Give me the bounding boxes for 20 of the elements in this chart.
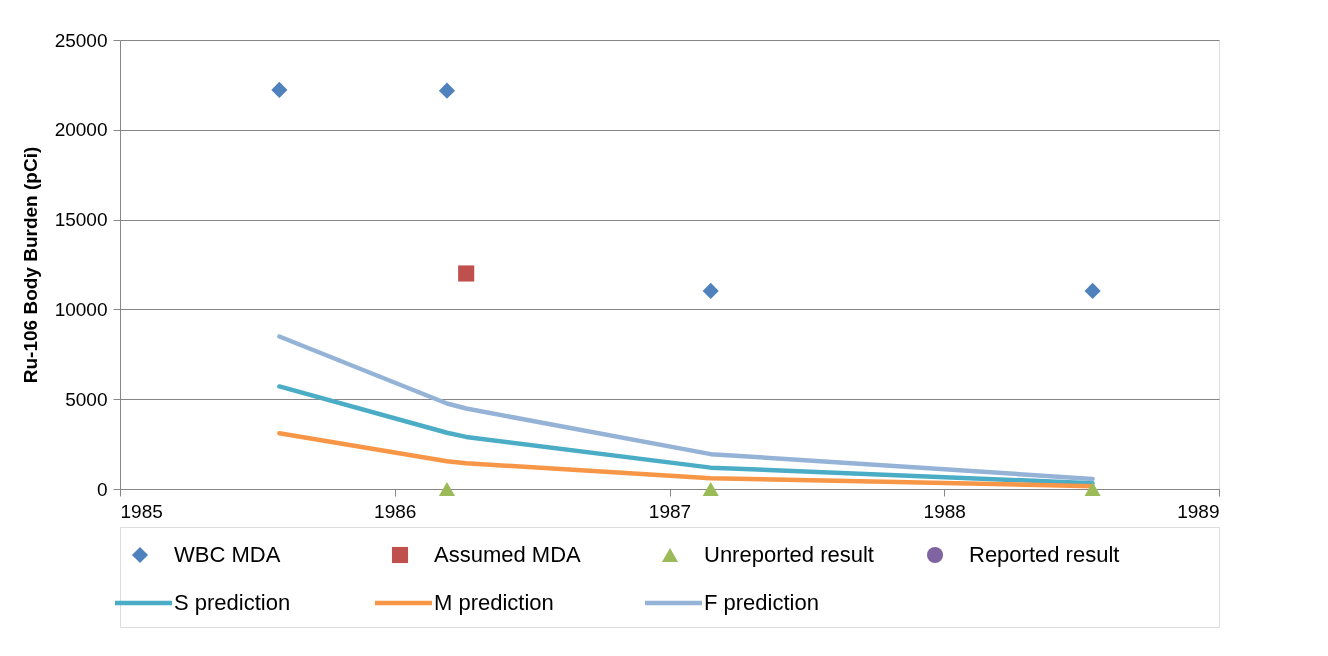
x-tick-label: 1986 xyxy=(374,500,417,522)
legend-label: Reported result xyxy=(969,542,1120,567)
legend-label: M prediction xyxy=(434,590,554,615)
y-tick-label: 5000 xyxy=(65,388,108,410)
line-series xyxy=(277,334,1095,482)
x-tick-label: 1988 xyxy=(923,500,966,522)
y-tick-label: 20000 xyxy=(54,119,108,141)
y-tick-label: 10000 xyxy=(54,298,108,320)
legend-label: F prediction xyxy=(704,590,819,615)
x-tick-label: 1985 xyxy=(120,500,163,522)
y-axis-title: Ru-106 Body Burden (pCi) xyxy=(19,146,41,384)
legend-label: Unreported result xyxy=(704,542,874,567)
x-tick-label: 1989 xyxy=(1177,500,1220,522)
y-tick-label: 0 xyxy=(96,478,108,500)
y-tick-label: 15000 xyxy=(54,209,108,231)
legend-label: Assumed MDA xyxy=(434,542,582,567)
legend-label: WBC MDA xyxy=(174,542,281,567)
legend-label: S prediction xyxy=(174,590,291,615)
y-tick-label: 25000 xyxy=(54,29,108,51)
x-tick-label: 1987 xyxy=(648,500,692,522)
